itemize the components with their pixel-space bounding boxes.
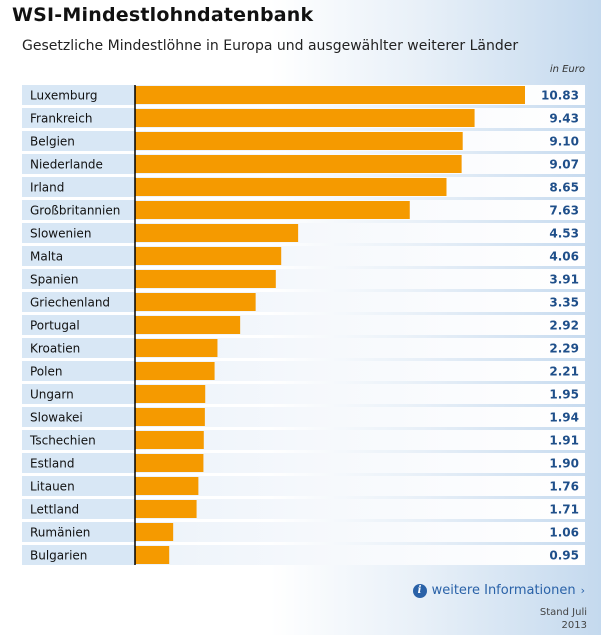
country-label: Slowenien bbox=[30, 227, 91, 241]
country-label: Niederlande bbox=[30, 158, 103, 172]
country-label: Rumänien bbox=[30, 526, 90, 540]
country-label-background bbox=[22, 108, 135, 128]
stand-line-2: 2013 bbox=[561, 620, 587, 631]
country-label-background bbox=[22, 545, 135, 565]
value-label: 1.76 bbox=[549, 480, 579, 494]
value-label: 9.07 bbox=[549, 158, 579, 172]
value-label: 8.65 bbox=[549, 181, 579, 195]
country-label-background bbox=[22, 476, 135, 496]
page-title: WSI-Mindestlohndatenbank bbox=[12, 4, 314, 26]
bar bbox=[135, 247, 282, 265]
country-label: Lettland bbox=[30, 503, 79, 517]
bar bbox=[135, 224, 299, 242]
bar bbox=[135, 477, 199, 495]
country-label-background bbox=[22, 131, 135, 151]
country-label: Tschechien bbox=[29, 434, 96, 448]
arrow-right-icon: › bbox=[580, 584, 585, 597]
value-label: 10.83 bbox=[541, 89, 579, 103]
chart-rows: Luxemburg 10.83 Frankreich 9.43 Belgien 9.10 N… bbox=[22, 85, 585, 565]
country-label: Spanien bbox=[30, 273, 79, 287]
value-label: 1.91 bbox=[549, 434, 579, 448]
bar bbox=[135, 385, 206, 403]
value-label: 4.06 bbox=[549, 250, 579, 264]
value-label: 4.53 bbox=[549, 227, 579, 241]
bar bbox=[135, 500, 197, 518]
country-label-background bbox=[22, 315, 135, 335]
country-label-background bbox=[22, 338, 135, 358]
country-label-background bbox=[22, 361, 135, 381]
value-label: 3.35 bbox=[549, 296, 579, 310]
country-label: Griechenland bbox=[30, 296, 110, 310]
stand-line-1: Stand Juli bbox=[539, 607, 587, 618]
country-label: Belgien bbox=[30, 135, 75, 149]
country-label: Kroatien bbox=[30, 342, 80, 356]
country-label-background bbox=[22, 246, 135, 266]
value-label: 1.71 bbox=[549, 503, 579, 517]
value-label: 1.90 bbox=[549, 457, 579, 471]
value-label: 1.06 bbox=[549, 526, 579, 540]
more-info-link[interactable]: i weitere Informationen › bbox=[412, 583, 585, 598]
country-label-background bbox=[22, 292, 135, 312]
country-label: Ungarn bbox=[30, 388, 74, 402]
bar bbox=[135, 132, 463, 150]
bar bbox=[135, 523, 174, 541]
country-label-background bbox=[22, 223, 135, 243]
bar bbox=[135, 408, 205, 426]
value-label: 1.94 bbox=[549, 411, 579, 425]
country-label: Luxemburg bbox=[30, 89, 97, 103]
more-info-label: weitere Informationen bbox=[431, 583, 576, 598]
value-label: 7.63 bbox=[549, 204, 579, 218]
chart-subtitle: Gesetzliche Mindestlöhne in Europa und a… bbox=[22, 38, 519, 54]
bar-chart: Luxemburg 10.83 Frankreich 9.43 Belgien 9.10 N… bbox=[22, 85, 585, 565]
info-circle-icon: i bbox=[412, 583, 427, 598]
country-label-background bbox=[22, 269, 135, 289]
unit-label: in Euro bbox=[549, 64, 585, 75]
stand-date: Stand Juli 2013 bbox=[540, 606, 587, 632]
country-label: Portugal bbox=[30, 319, 80, 333]
country-label-background bbox=[22, 407, 135, 427]
bar bbox=[135, 431, 204, 449]
country-label-background bbox=[22, 177, 135, 197]
country-label: Polen bbox=[30, 365, 62, 379]
country-label: Großbritannien bbox=[30, 204, 120, 218]
bar bbox=[135, 293, 256, 311]
bar bbox=[135, 454, 204, 472]
country-label-background bbox=[22, 430, 135, 450]
country-label: Frankreich bbox=[30, 112, 92, 126]
bar bbox=[135, 316, 241, 334]
value-label: 0.95 bbox=[549, 549, 579, 563]
value-label: 2.21 bbox=[549, 365, 579, 379]
value-label: 2.29 bbox=[549, 342, 579, 356]
country-label: Malta bbox=[30, 250, 63, 264]
bar bbox=[135, 270, 276, 288]
country-label-background bbox=[22, 154, 135, 174]
value-label: 2.92 bbox=[549, 319, 579, 333]
country-label-background bbox=[22, 499, 135, 519]
bar bbox=[135, 109, 475, 127]
bar bbox=[135, 86, 525, 104]
value-label: 9.43 bbox=[549, 112, 579, 126]
bar bbox=[135, 178, 447, 196]
bar bbox=[135, 362, 215, 380]
country-label: Litauen bbox=[30, 480, 75, 494]
country-label-background bbox=[22, 200, 135, 220]
country-label: Irland bbox=[30, 181, 64, 195]
value-label: 3.91 bbox=[549, 273, 579, 287]
country-label: Bulgarien bbox=[30, 549, 87, 563]
country-label: Estland bbox=[30, 457, 74, 471]
country-label-background bbox=[22, 85, 135, 105]
country-label: Slowakei bbox=[30, 411, 83, 425]
bar bbox=[135, 546, 170, 564]
value-label: 1.95 bbox=[549, 388, 579, 402]
country-label-background bbox=[22, 384, 135, 404]
value-label: 9.10 bbox=[549, 135, 579, 149]
bar bbox=[135, 201, 410, 219]
country-label-background bbox=[22, 522, 135, 542]
country-label-background bbox=[22, 453, 135, 473]
bar bbox=[135, 155, 462, 173]
bar bbox=[135, 339, 218, 357]
